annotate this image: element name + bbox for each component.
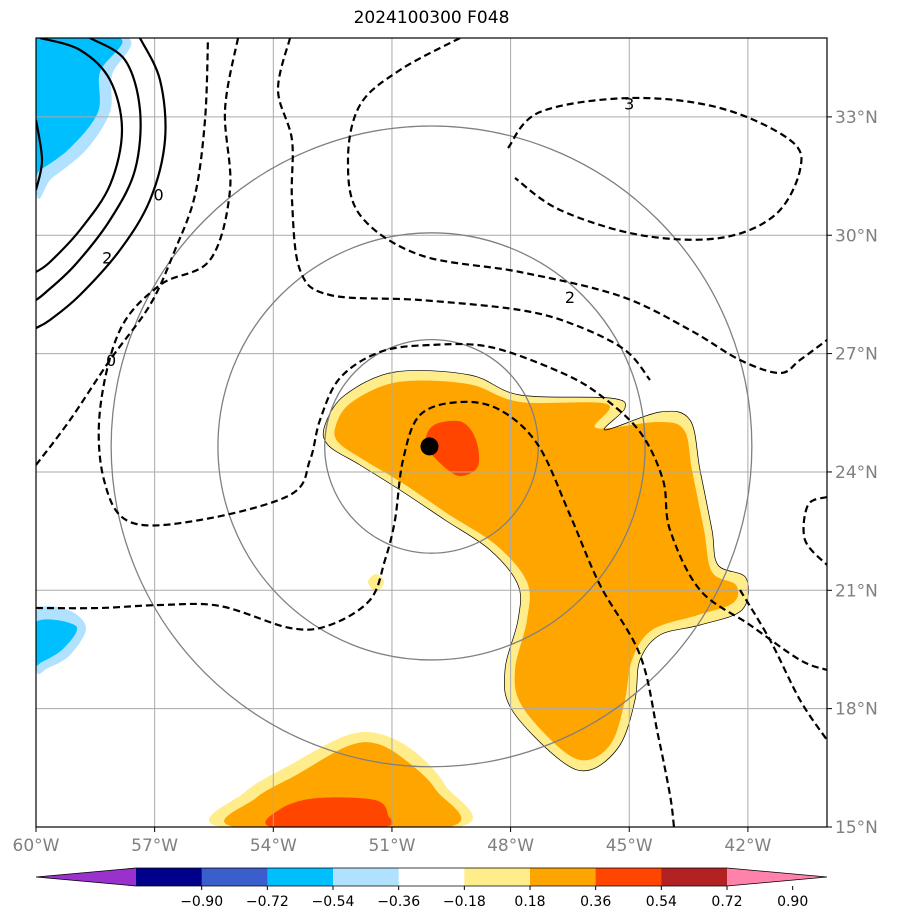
lon-tick-label: 54°W <box>250 836 297 856</box>
shaded-field <box>36 38 749 827</box>
colorbar-tick-label: −0.90 <box>180 894 223 910</box>
contours <box>36 38 827 827</box>
colorbar-segment <box>267 868 334 886</box>
colorbar-segment <box>595 868 662 886</box>
contour-dashed <box>276 38 651 381</box>
contour-label: 0 <box>154 185 164 204</box>
colorbar-tick-label: −0.36 <box>377 894 420 910</box>
storm-center-marker <box>420 437 439 456</box>
colorbar-segment <box>530 868 597 886</box>
colorbar-tick-label: −0.18 <box>443 894 486 910</box>
colorbar-extend-high <box>727 868 827 886</box>
shaded-region <box>36 38 123 181</box>
contour-label: 2 <box>102 248 112 267</box>
contour-dashed <box>36 38 210 466</box>
colorbar-segment <box>661 868 728 886</box>
lon-tick-label: 48°W <box>487 836 534 856</box>
lat-tick-label: 18°N <box>835 700 878 720</box>
colorbar: −0.90 −0.72 −0.54 −0.36 −0.18 0.18 0.36 0.54 0.7… <box>35 867 828 910</box>
lon-tick-label: 45°W <box>606 836 653 856</box>
range-ring <box>110 125 753 768</box>
storm-center-layer <box>420 437 439 456</box>
contour-solid <box>36 38 167 329</box>
contour-solid <box>36 38 142 301</box>
lat-tick-label: 33°N <box>835 108 878 128</box>
colorbar-tick-label: 0.18 <box>514 894 545 910</box>
colorbar-outline <box>35 867 828 887</box>
contour-labels: 3 2 0 2 0 <box>102 95 634 370</box>
colorbar-segment <box>398 868 465 886</box>
shaded-region <box>334 380 739 761</box>
lat-tick-label: 27°N <box>835 345 878 365</box>
contour-dashed <box>802 495 827 566</box>
lon-tick-label: 51°W <box>368 836 415 856</box>
colorbar-segment <box>464 868 531 886</box>
colorbar-segment <box>136 868 203 886</box>
colorbar-segment <box>201 868 268 886</box>
contour-label: 3 <box>624 95 634 114</box>
lon-tick-label: 42°W <box>724 836 771 856</box>
contour-dashed <box>507 96 803 241</box>
contour-solid <box>36 119 44 191</box>
lat-axis: 15°N 18°N 21°N 24°N 27°N 30°N 33°N <box>827 108 878 838</box>
shaded-region <box>36 619 78 666</box>
colorbar-tick-label: −0.72 <box>246 894 289 910</box>
colorbar-tick-label: 0.36 <box>580 894 611 910</box>
contour-dashed <box>97 38 827 672</box>
shaded-region-outline <box>322 370 749 772</box>
lon-axis: 60°W 57°W 54°W 51°W 48°W 45°W 42°W <box>13 827 772 856</box>
colorbar-segment <box>333 868 400 886</box>
shaded-region <box>224 742 462 827</box>
colorbar-tick-label: 0.72 <box>711 894 742 910</box>
plot-frame <box>35 37 828 828</box>
lon-tick-label: 57°W <box>131 836 178 856</box>
lat-tick-label: 15°N <box>835 818 878 838</box>
colorbar-tick-label: 0.90 <box>777 894 808 910</box>
shaded-region <box>265 797 393 827</box>
contour-label: 0 <box>106 351 116 370</box>
contour-solid <box>36 38 124 273</box>
shaded-region <box>425 420 480 477</box>
lat-tick-label: 21°N <box>835 581 878 601</box>
chart-title: 2024100300 F048 <box>353 8 510 28</box>
colorbar-extend-low <box>36 868 136 886</box>
range-ring <box>217 232 646 661</box>
lat-tick-label: 24°N <box>835 463 878 483</box>
contour-dashed <box>739 589 827 741</box>
colorbar-tick-label: −0.54 <box>312 894 355 910</box>
contour-dashed <box>346 38 827 375</box>
gridlines <box>36 38 827 827</box>
lat-tick-label: 30°N <box>835 226 878 246</box>
contour-dashed <box>36 400 676 827</box>
contour-label: 2 <box>565 288 575 307</box>
lon-tick-label: 60°W <box>13 836 60 856</box>
colorbar-tick-label: 0.54 <box>646 894 677 910</box>
